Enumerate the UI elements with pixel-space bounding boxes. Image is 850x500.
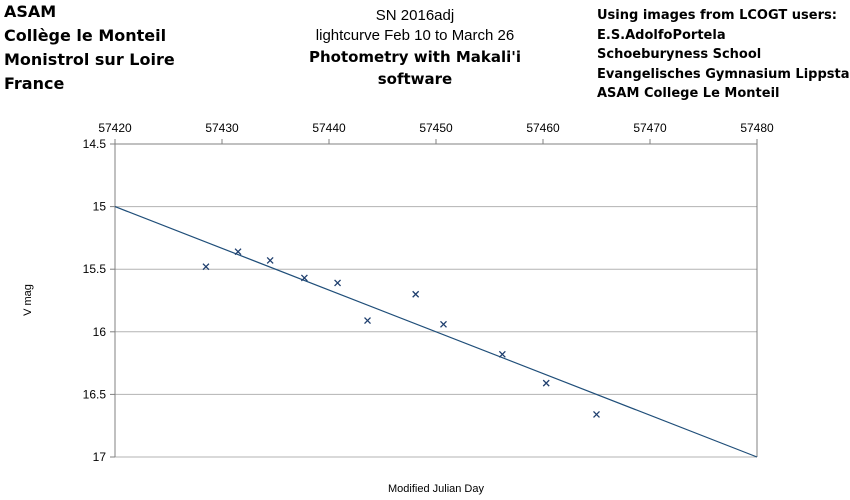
- institution-line: France: [4, 74, 65, 93]
- data-point: [334, 279, 342, 287]
- data-point: [412, 290, 420, 298]
- data-point: [440, 320, 447, 328]
- x-tick-label: 57440: [312, 121, 346, 135]
- credits-line: Evangelisches Gymnasium Lippstadt: [597, 66, 850, 82]
- data-point: [364, 317, 371, 324]
- credits-line: Using images from LCOGT users:: [597, 8, 837, 23]
- credits-line: E.S.AdolfoPortela: [597, 27, 726, 43]
- trendline-layer: [114, 206, 758, 458]
- credits-block: Using images from LCOGT users: E.S.Adolf…: [597, 6, 850, 104]
- credits-line: Schoeburyness School: [597, 47, 762, 62]
- data-point: [498, 350, 506, 358]
- y-tick-label: 15.5: [83, 262, 107, 276]
- institution-line: Monistrol sur Loire: [4, 50, 175, 69]
- x-tick-label: 57470: [633, 121, 667, 135]
- gridlines: [115, 143, 757, 458]
- data-point: [234, 248, 242, 256]
- x-tick-label: 57460: [526, 121, 560, 135]
- chart-subtitle: lightcurve Feb 10 to March 26: [315, 27, 515, 44]
- x-tick-label: 57480: [740, 121, 774, 135]
- credits-line: ASAM College Le Monteil: [597, 86, 780, 101]
- y-tick-label: 16.5: [83, 387, 107, 401]
- data-point: [542, 379, 550, 387]
- data-point: [593, 410, 600, 418]
- institution-block: ASAM Collège le Monteil Monistrol sur Lo…: [4, 0, 175, 96]
- y-axis-title: V mag: [22, 284, 34, 316]
- x-tick-label: 57420: [98, 121, 132, 135]
- data-markers: [202, 248, 600, 418]
- institution-line: Collège le Monteil: [4, 26, 167, 45]
- data-point: [300, 274, 308, 282]
- axes: [110, 139, 758, 458]
- x-tick-label: 57450: [419, 121, 453, 135]
- chart-title: SN 2016adj: [375, 7, 455, 24]
- y-tick-label: 17: [93, 450, 107, 464]
- tick-labels: 14.5 15 15.5 16 16.5 17 57420 57430 57440 57450 57…: [83, 121, 774, 464]
- institution-line: ASAM: [4, 2, 57, 21]
- x-axis-title: Modified Julian Day: [388, 483, 484, 495]
- y-tick-label: 15: [93, 200, 107, 214]
- trendline: [114, 206, 758, 458]
- data-point: [266, 256, 274, 264]
- y-tick-label: 14.5: [83, 137, 107, 151]
- x-tick-label: 57430: [205, 121, 239, 135]
- y-tick-label: 16: [93, 325, 107, 339]
- chart-title-block: SN 2016adj lightcurve Feb 10 to March 26…: [270, 6, 560, 90]
- chart-method: Photometry with Makali'i software: [308, 48, 522, 88]
- data-point: [202, 263, 210, 271]
